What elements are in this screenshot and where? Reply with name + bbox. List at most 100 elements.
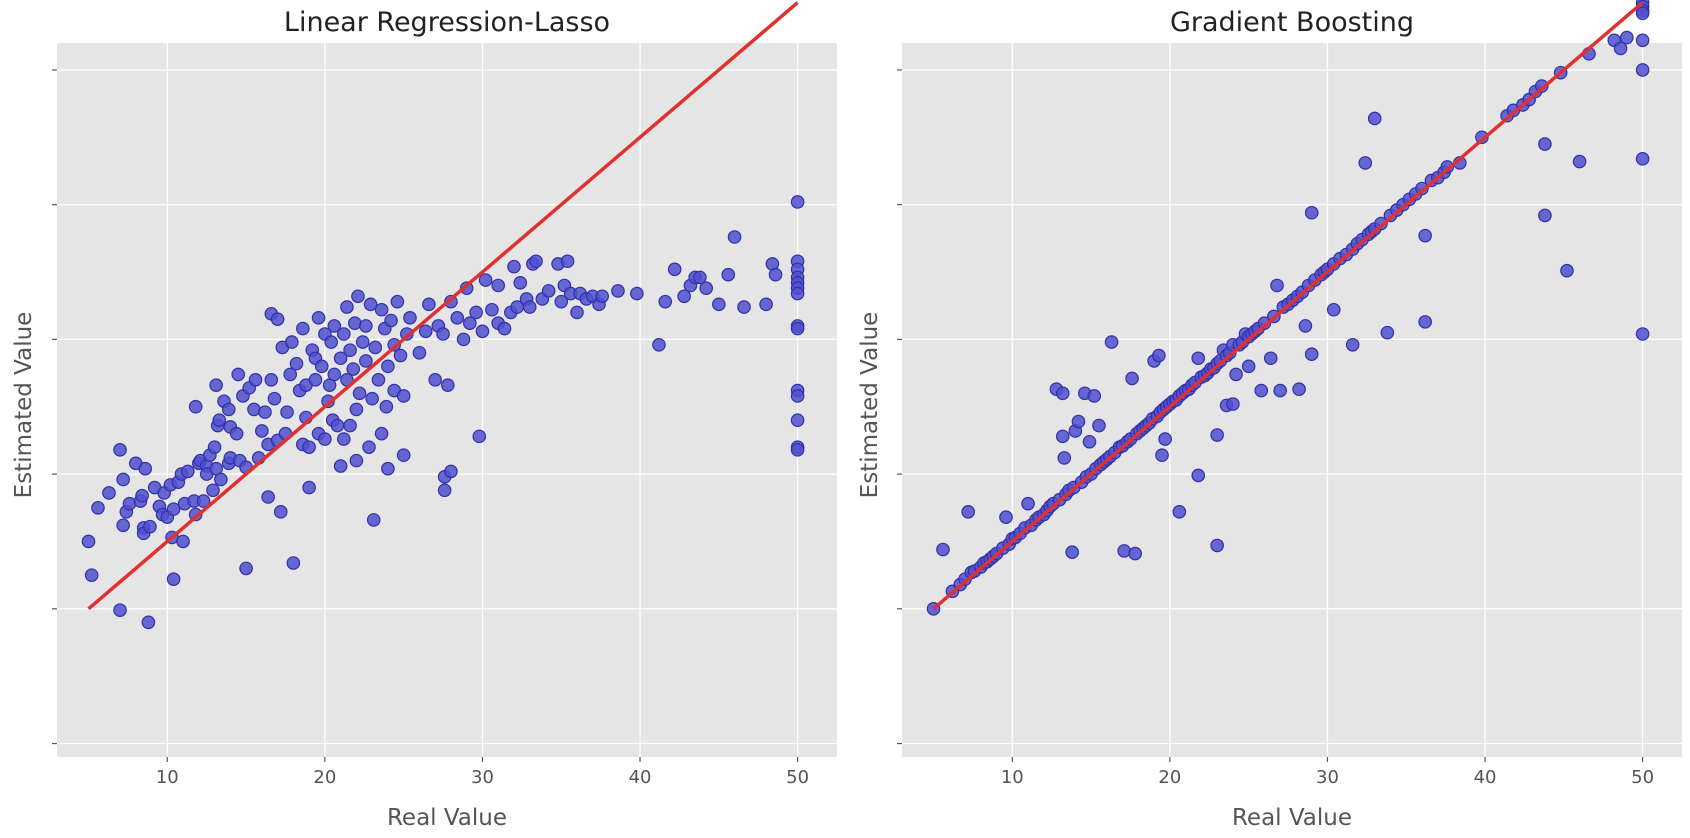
data-point	[570, 305, 584, 320]
data-point	[188, 399, 203, 414]
data-point	[359, 319, 373, 333]
data-point	[699, 281, 714, 295]
data-point	[255, 424, 269, 438]
data-point	[1635, 33, 1650, 48]
data-point	[450, 311, 465, 325]
data-point	[456, 332, 471, 347]
data-point	[1635, 152, 1650, 166]
data-point	[1055, 386, 1070, 401]
data-point	[1210, 428, 1224, 442]
data-point	[1210, 538, 1224, 553]
data-point	[1273, 383, 1287, 398]
data-point	[768, 267, 783, 282]
data-point	[513, 275, 528, 290]
data-point	[1620, 30, 1634, 45]
data-point	[428, 372, 442, 387]
plot-area	[57, 43, 837, 757]
data-point	[381, 461, 395, 476]
data-point	[308, 372, 323, 387]
data-point	[221, 402, 236, 417]
data-point	[693, 270, 707, 285]
data-point	[611, 284, 625, 298]
data-point	[1418, 228, 1432, 243]
data-point	[759, 297, 773, 312]
data-point	[529, 254, 543, 269]
data-point	[393, 348, 408, 363]
data-point	[333, 459, 348, 473]
data-point	[362, 440, 376, 454]
data-point	[212, 413, 227, 428]
data-point	[1254, 383, 1269, 398]
data-point	[166, 572, 181, 586]
data-point	[437, 483, 452, 498]
data-point	[379, 399, 394, 414]
data-point	[1226, 397, 1240, 411]
data-point	[677, 289, 691, 304]
x-tick-label: 20	[313, 767, 336, 788]
data-point	[1358, 156, 1373, 170]
data-point	[554, 294, 569, 309]
data-point	[284, 335, 299, 349]
x-tick-label: 20	[1158, 767, 1181, 788]
data-point	[1635, 63, 1650, 77]
data-point	[1152, 348, 1166, 363]
data-point	[314, 359, 329, 374]
data-point	[359, 354, 373, 368]
data-point	[412, 346, 427, 360]
data-point	[1155, 448, 1169, 463]
reference-line	[87, 1, 799, 611]
data-point	[1292, 382, 1306, 397]
data-point	[270, 312, 285, 326]
data-point	[1326, 302, 1341, 317]
data-point	[1057, 451, 1072, 465]
data-point	[113, 603, 127, 617]
data-point	[1263, 351, 1278, 366]
data-point	[1345, 337, 1360, 352]
data-point	[351, 289, 365, 304]
data-point	[302, 440, 316, 454]
data-point	[790, 321, 805, 336]
data-point	[141, 615, 156, 630]
tick-marks	[52, 69, 799, 762]
data-point	[1367, 111, 1382, 126]
data-point	[366, 513, 381, 527]
data-point	[403, 311, 417, 325]
data-point	[1071, 414, 1086, 429]
chart-title: Linear Regression-Lasso	[284, 7, 610, 38]
data-point	[84, 568, 99, 582]
data-point	[790, 443, 805, 457]
data-point	[352, 386, 367, 401]
data-point	[507, 259, 521, 274]
x-tick-label: 30	[1316, 767, 1339, 788]
data-point	[91, 500, 105, 515]
data-point	[296, 321, 310, 336]
data-point	[333, 351, 348, 366]
data-point	[166, 502, 181, 516]
data-point	[355, 335, 370, 349]
data-point	[207, 440, 222, 454]
data-point	[1125, 371, 1139, 386]
data-point	[1128, 546, 1143, 561]
data-point	[311, 311, 326, 325]
y-axis-label: Estimated Value	[857, 312, 883, 499]
data-point	[1065, 545, 1079, 560]
data-point	[138, 461, 153, 476]
data-point	[475, 324, 490, 339]
data-point	[247, 402, 261, 417]
data-point	[469, 305, 483, 320]
data-point	[264, 372, 279, 387]
data-point	[336, 327, 351, 341]
data-point	[721, 267, 736, 282]
data-point	[302, 480, 316, 495]
data-point	[368, 340, 383, 355]
data-point	[286, 556, 301, 570]
data-point	[122, 496, 137, 511]
data-point	[1117, 544, 1131, 558]
x-axis-label: Real Value	[1232, 805, 1352, 831]
data-point	[143, 519, 157, 534]
x-tick-label: 10	[156, 767, 179, 788]
data-point	[478, 273, 493, 287]
plot-area	[902, 43, 1682, 757]
x-tick-label: 30	[471, 767, 494, 788]
data-point	[422, 297, 436, 312]
